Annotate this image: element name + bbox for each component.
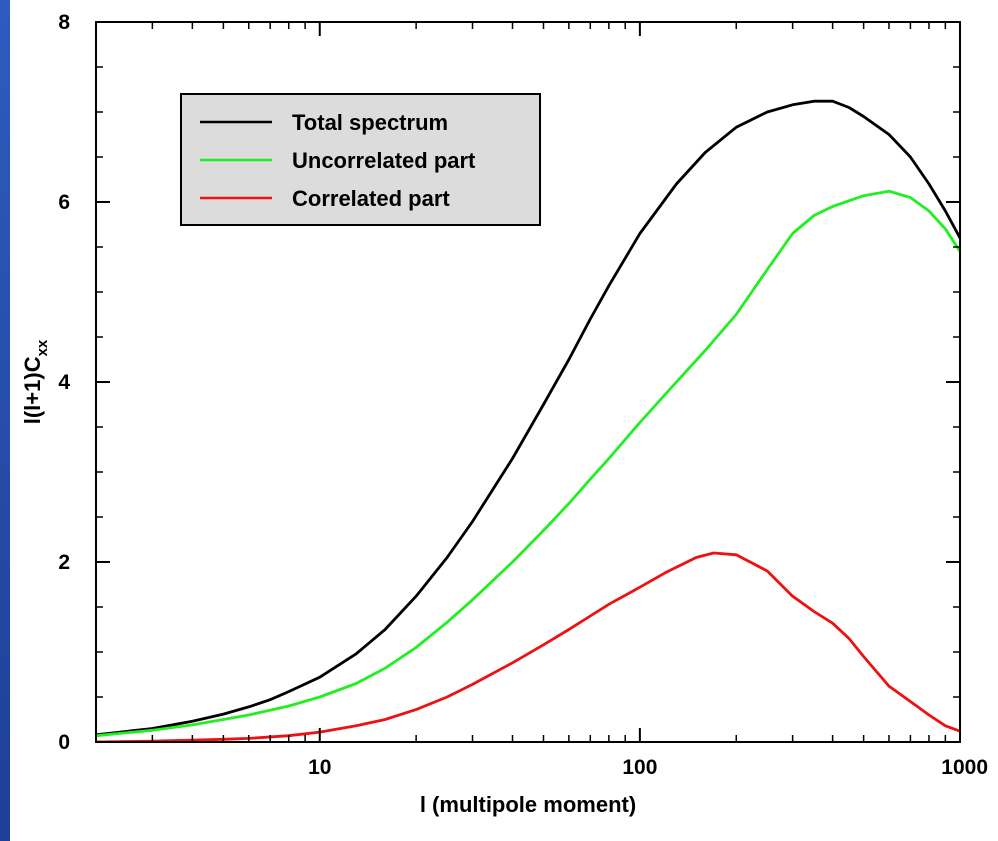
y-tick-labels: 0 2 4 6 8 [58,11,70,754]
legend-label-total: Total spectrum [292,110,448,135]
x-tick-label: 100 [622,756,657,779]
x-tick-label: 1000 [941,756,988,779]
minor-x-ticks [95,22,947,742]
slide-background-band [0,0,10,841]
series-line-total [96,99,960,737]
y-tick-label: 0 [58,731,70,754]
legend-label-correlated: Correlated part [292,186,450,211]
y-tick-label: 8 [58,11,70,34]
legend: Total spectrum Uncorrelated part Correla… [180,93,541,226]
y-tick-label: 2 [58,551,70,574]
legend-label-uncorrelated: Uncorrelated part [292,148,476,173]
major-x-ticks [318,22,961,742]
y-tick-label: 6 [58,191,70,214]
y-tick-label: 4 [58,371,70,394]
y-ticks [96,21,960,743]
series-line-correlated [96,551,960,742]
x-axis-title: l (multipole moment) [420,792,636,817]
series-layer [96,99,960,742]
x-tick-labels: 10 100 1000 [308,756,988,779]
y-axis-title-subscript: xx [34,339,51,356]
svg-text:l(l+1)Cxx: l(l+1)Cxx [20,339,51,424]
y-axis-title: l(l+1)Cxx [20,339,51,424]
x-tick-label: 10 [308,756,331,779]
series-line-uncorrelated [96,189,960,738]
y-axis-title-main: l(l+1)C [20,356,45,424]
